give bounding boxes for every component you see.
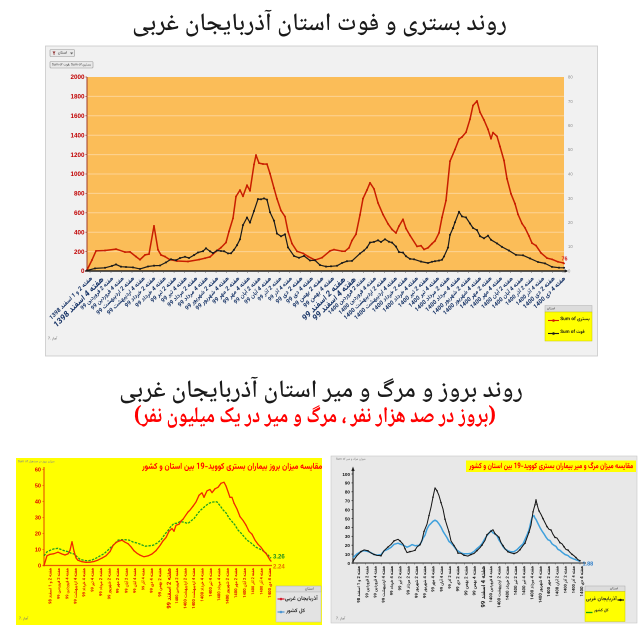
svg-text:60: 60 [35,468,41,474]
svg-text:20: 20 [35,532,41,538]
svg-text:2.24: 2.24 [273,565,285,571]
svg-text:2000: 2000 [70,74,85,81]
svg-text:30: 30 [568,196,573,201]
svg-text:10: 10 [345,552,351,557]
svg-text:90: 90 [345,481,351,486]
svg-text:20: 20 [568,220,573,225]
svg-text:70: 70 [345,499,351,504]
svg-text:1400: 1400 [70,132,85,139]
svg-text:10: 10 [35,548,41,554]
svg-text:1000: 1000 [70,171,85,178]
svg-text:80: 80 [568,75,573,80]
svg-text:50: 50 [35,484,41,490]
svg-text:60: 60 [568,123,573,128]
svg-text:50: 50 [345,516,351,521]
svg-text:0: 0 [38,564,41,570]
svg-text:80: 80 [345,490,351,495]
svg-text:70: 70 [568,99,573,104]
svg-text:10: 10 [568,244,573,249]
svg-text:1.88: 1.88 [583,562,594,568]
svg-text:50: 50 [568,147,573,152]
svg-text:3.26: 3.26 [273,555,285,561]
svg-text:30: 30 [35,516,41,522]
svg-text:0: 0 [347,561,350,566]
svg-text:200: 200 [74,249,85,256]
svg-text:20: 20 [345,543,351,548]
svg-text:40: 40 [35,500,41,506]
svg-text:1800: 1800 [70,94,85,101]
svg-text:0: 0 [568,269,571,274]
svg-text:800: 800 [74,191,85,198]
svg-text:1200: 1200 [70,152,85,159]
svg-text:100: 100 [342,472,350,477]
svg-text:400: 400 [74,229,85,236]
svg-text:600: 600 [74,210,85,217]
svg-text:60: 60 [345,507,351,512]
svg-text:0: 0 [81,268,85,275]
svg-text:40: 40 [345,525,351,530]
svg-text:40: 40 [568,172,573,177]
svg-text:30: 30 [345,534,351,539]
svg-text:1600: 1600 [70,113,85,120]
svg-text:76: 76 [562,256,568,262]
